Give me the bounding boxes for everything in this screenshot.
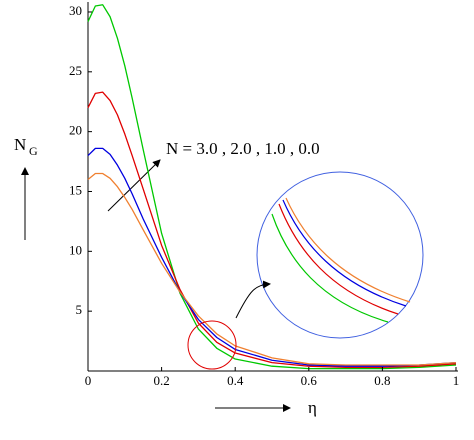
line-series [87,172,457,366]
x-tick-label: 0.4 [227,373,244,388]
x-label: η [308,398,317,417]
annotation-arrow [107,159,161,212]
y-tick-label: 30 [69,3,82,18]
x-tick-label: 0.2 [153,373,169,388]
plot-area [87,4,457,370]
y-tick-label: 25 [69,63,82,78]
y-tick-label: 10 [69,242,82,257]
y-label: N [14,135,26,154]
y-label-subscript: G [29,144,38,158]
x-tick-label: 0.8 [374,373,390,388]
y-tick-label: 5 [76,302,83,317]
x-tick-label: 0.6 [301,373,318,388]
inset-curves [271,197,411,323]
annotation: N = 3.0 , 2.0 , 1.0 , 0.0 [166,139,320,158]
x-tick-label: 0 [85,373,92,388]
zoom-arrow [235,280,271,319]
line-series [87,4,457,370]
line-series [87,91,457,369]
x-tick-label: 1 [453,373,460,388]
zoom-circle [187,320,237,370]
zoom-inset [256,171,424,339]
line-series [87,147,457,367]
y-tick-label: 20 [69,123,82,138]
y-tick-label: 15 [69,182,82,197]
